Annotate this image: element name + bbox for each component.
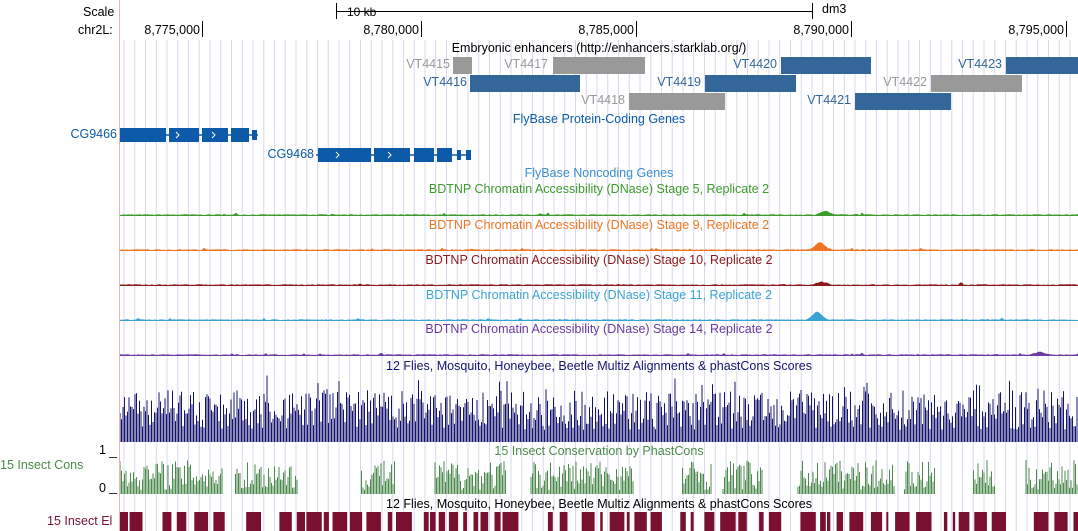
ruler-tick-label: 8,785,000 <box>578 23 634 37</box>
track-title-phastcons[interactable]: 15 Insect Conservation by PhastCons <box>494 444 704 458</box>
ruler-tick-label: 8,775,000 <box>144 23 200 37</box>
track-title-genes[interactable]: FlyBase Protein-Coding Genes <box>512 112 686 126</box>
enhancer-label[interactable]: VT4417 <box>504 57 548 71</box>
dnase-stage5-signal[interactable] <box>120 198 1078 216</box>
enhancer-feature[interactable] <box>855 93 951 110</box>
track-title-dnase-stage11[interactable]: BDTNP Chromatin Accessibility (DNase) St… <box>425 288 773 302</box>
enhancer-label[interactable]: VT4423 <box>958 57 1002 71</box>
phastcons-axis-min: 0 <box>99 481 106 495</box>
assembly-label: dm3 <box>822 2 847 16</box>
dnase-stage10-signal[interactable] <box>120 268 1078 286</box>
gene-cg9466[interactable] <box>120 125 260 145</box>
phastcons-axis-max: 1 <box>99 443 106 457</box>
multiz-signal[interactable] <box>120 370 1078 442</box>
dnase-stage9-signal[interactable] <box>120 233 1078 251</box>
enhancer-label[interactable]: VT4422 <box>883 75 927 89</box>
track-title-dnase-stage9[interactable]: BDTNP Chromatin Accessibility (DNase) St… <box>428 218 770 232</box>
phastcons-side-label[interactable]: 15 Insect Cons <box>0 458 84 472</box>
ruler-tick-label: 8,790,000 <box>793 23 849 37</box>
enhancer-feature[interactable] <box>629 93 725 110</box>
enhancer-label[interactable]: VT4419 <box>657 75 701 89</box>
track-title-dnase-stage10[interactable]: BDTNP Chromatin Accessibility (DNase) St… <box>425 253 773 267</box>
enhancer-label[interactable]: VT4416 <box>423 75 467 89</box>
scalebar-text: 10 kb <box>347 5 377 19</box>
ruler-tick-label: 8,795,000 <box>1008 23 1064 37</box>
enhancer-feature[interactable] <box>470 75 580 92</box>
track-title-dnase-stage14[interactable]: BDTNP Chromatin Accessibility (DNase) St… <box>425 322 773 336</box>
enhancer-feature[interactable] <box>705 75 796 92</box>
enhancer-label[interactable]: VT4418 <box>581 93 625 107</box>
phastcons-signal[interactable] <box>120 456 1078 494</box>
dnase-stage11-signal[interactable] <box>120 303 1078 321</box>
enhancer-label[interactable]: VT4415 <box>406 57 450 71</box>
gene-cg9468[interactable] <box>316 145 476 165</box>
ruler-tick-label: 8,780,000 <box>363 23 419 37</box>
gene-label-cg9466[interactable]: CG9466 <box>70 127 117 141</box>
enhancer-feature[interactable] <box>931 75 1022 92</box>
dnase-stage14-signal[interactable] <box>120 338 1078 356</box>
elements-side-label[interactable]: 15 Insect El <box>47 514 113 528</box>
conserved-elements[interactable] <box>120 512 1078 531</box>
track-title-multiz[interactable]: 12 Flies, Mosquito, Honeybee, Beetle Mul… <box>386 359 812 373</box>
enhancer-feature[interactable] <box>781 57 871 74</box>
track-title-enhancers[interactable]: Embryonic enhancers (http://enhancers.st… <box>451 41 747 55</box>
enhancer-label[interactable]: VT4421 <box>807 93 851 107</box>
scale-label: Scale <box>83 5 115 19</box>
enhancer-label[interactable]: VT4420 <box>733 57 777 71</box>
scalebar <box>336 11 812 12</box>
chrom-label: chr2L: <box>78 23 113 37</box>
track-title-noncoding[interactable]: FlyBase Noncoding Genes <box>524 166 674 180</box>
track-title-dnase-stage5[interactable]: BDTNP Chromatin Accessibility (DNase) St… <box>428 182 770 196</box>
gene-label-cg9468[interactable]: CG9468 <box>267 147 314 161</box>
enhancer-feature[interactable] <box>1006 57 1078 74</box>
enhancer-feature[interactable] <box>553 57 645 74</box>
track-title-elements[interactable]: 12 Flies, Mosquito, Honeybee, Beetle Mul… <box>386 497 812 511</box>
enhancer-feature[interactable] <box>453 57 472 74</box>
